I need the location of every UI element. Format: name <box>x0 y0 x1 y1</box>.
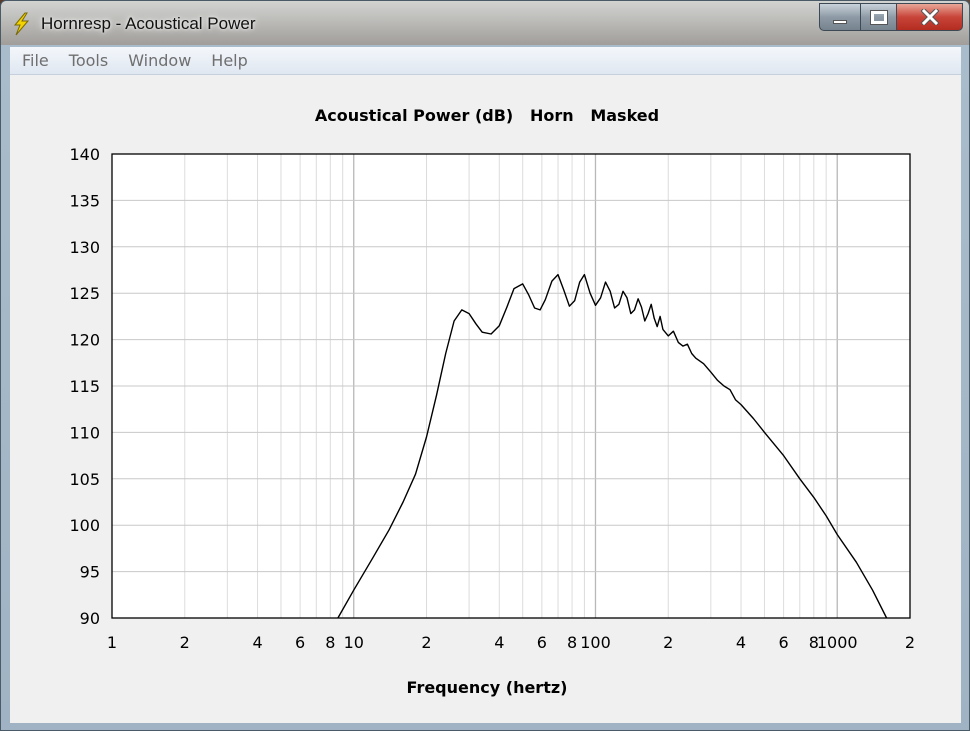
minimize-button[interactable] <box>819 3 861 31</box>
x-tick-label: 6 <box>779 633 789 652</box>
y-tick-label: 90 <box>80 609 100 628</box>
maximize-icon <box>869 9 888 25</box>
series-line <box>337 273 888 619</box>
y-tick-label: 100 <box>69 516 100 535</box>
y-tick-label: 140 <box>69 145 100 164</box>
acoustical-power-chart: Acoustical Power (dB) Horn Masked 140 135… <box>69 106 915 697</box>
x-tick-label: 4 <box>252 633 262 652</box>
x-axis-label: Frequency (hertz) <box>407 678 568 697</box>
y-axis-ticks: 140 135 130 125 120 115 110 105 100 95 90 <box>69 145 100 628</box>
x-tick-label: 8 <box>567 633 577 652</box>
x-tick-label: 2 <box>180 633 190 652</box>
window-controls <box>819 3 963 31</box>
chart-area: Acoustical Power (dB) Horn Masked 140 135… <box>10 75 961 723</box>
x-tick-label: 8 <box>325 633 335 652</box>
x-tick-label: 6 <box>537 633 547 652</box>
y-tick-label: 120 <box>69 331 100 350</box>
x-tick-label: 1000 <box>817 633 858 652</box>
menu-window[interactable]: Window <box>128 51 192 70</box>
menu-bar: File Tools Window Help <box>10 47 961 75</box>
maximize-button[interactable] <box>861 3 897 31</box>
y-tick-label: 125 <box>69 284 100 303</box>
menu-tools[interactable]: Tools <box>68 51 109 70</box>
x-tick-label: 4 <box>736 633 746 652</box>
close-icon <box>920 9 939 25</box>
plot-frame <box>111 153 911 619</box>
window-title: Hornresp - Acoustical Power <box>41 14 256 33</box>
x-tick-label: 2 <box>421 633 431 652</box>
x-tick-label: 1 <box>107 633 117 652</box>
grid <box>112 154 910 618</box>
y-tick-label: 105 <box>69 470 100 489</box>
x-tick-label: 4 <box>494 633 504 652</box>
y-tick-label: 135 <box>69 191 100 210</box>
chart-title: Acoustical Power (dB) Horn Masked <box>315 106 659 125</box>
menu-help[interactable]: Help <box>211 51 248 70</box>
x-tick-label: 8 <box>809 633 819 652</box>
y-tick-label: 130 <box>69 238 100 257</box>
title-bar[interactable]: Hornresp - Acoustical Power <box>1 1 969 45</box>
x-tick-label: 6 <box>295 633 305 652</box>
y-tick-label: 115 <box>69 377 100 396</box>
minimize-icon <box>833 20 847 24</box>
x-tick-label: 10 <box>344 633 364 652</box>
x-tick-label: 2 <box>905 633 915 652</box>
y-tick-label: 95 <box>80 563 100 582</box>
y-tick-label: 110 <box>69 423 100 442</box>
x-tick-label: 2 <box>663 633 673 652</box>
lightning-bolt-icon <box>13 12 30 36</box>
x-tick-label: 100 <box>580 633 611 652</box>
close-button[interactable] <box>897 3 963 31</box>
series-layer <box>337 273 888 619</box>
menu-file[interactable]: File <box>22 51 49 70</box>
